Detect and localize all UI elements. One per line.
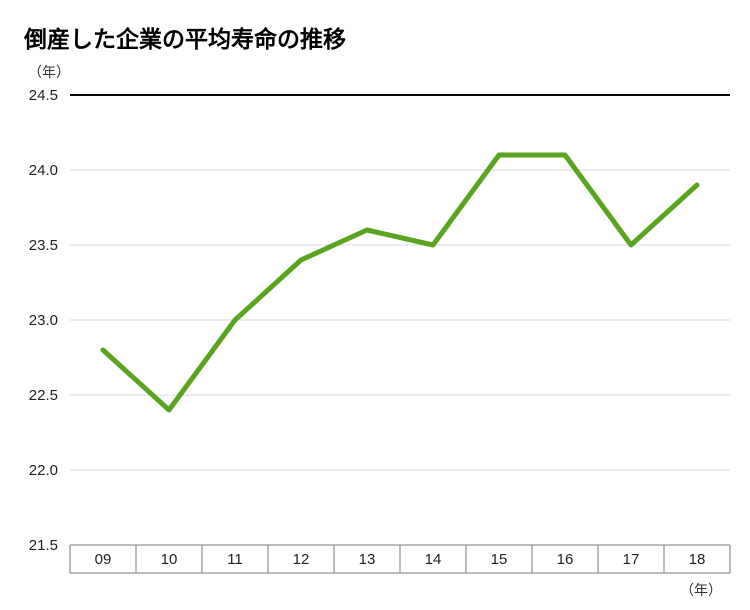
x-tick-label: 12 [293,551,310,568]
x-tick-label: 17 [623,551,640,568]
chart-container: 倒産した企業の平均寿命の推移 （年） 21.522.022.523.023.52… [0,0,750,610]
y-tick-label: 23.0 [29,312,58,329]
x-tick-label: 14 [425,551,442,568]
y-tick-label: 21.5 [29,537,58,554]
x-tick-label: 09 [95,551,112,568]
data-line [103,155,697,410]
x-tick-label: 18 [689,551,706,568]
line-chart: 21.5 22.0 22.5 23.0 23.5 24.0 24.5 09 10 11 12 13 14… [0,0,750,610]
x-tick-label: 11 [227,551,243,568]
y-tick-label: 22.0 [29,462,58,479]
x-tick-label: 15 [491,551,508,568]
y-tick-label: 23.5 [29,237,58,254]
y-tick-label: 22.5 [29,387,58,404]
y-tick-label: 24.5 [29,87,58,104]
x-axis-unit-label: （年） [680,580,722,600]
y-tick-label: 24.0 [29,162,58,179]
x-tick-label: 13 [359,551,376,568]
x-tick-label: 10 [161,551,178,568]
x-tick-label: 16 [557,551,574,568]
